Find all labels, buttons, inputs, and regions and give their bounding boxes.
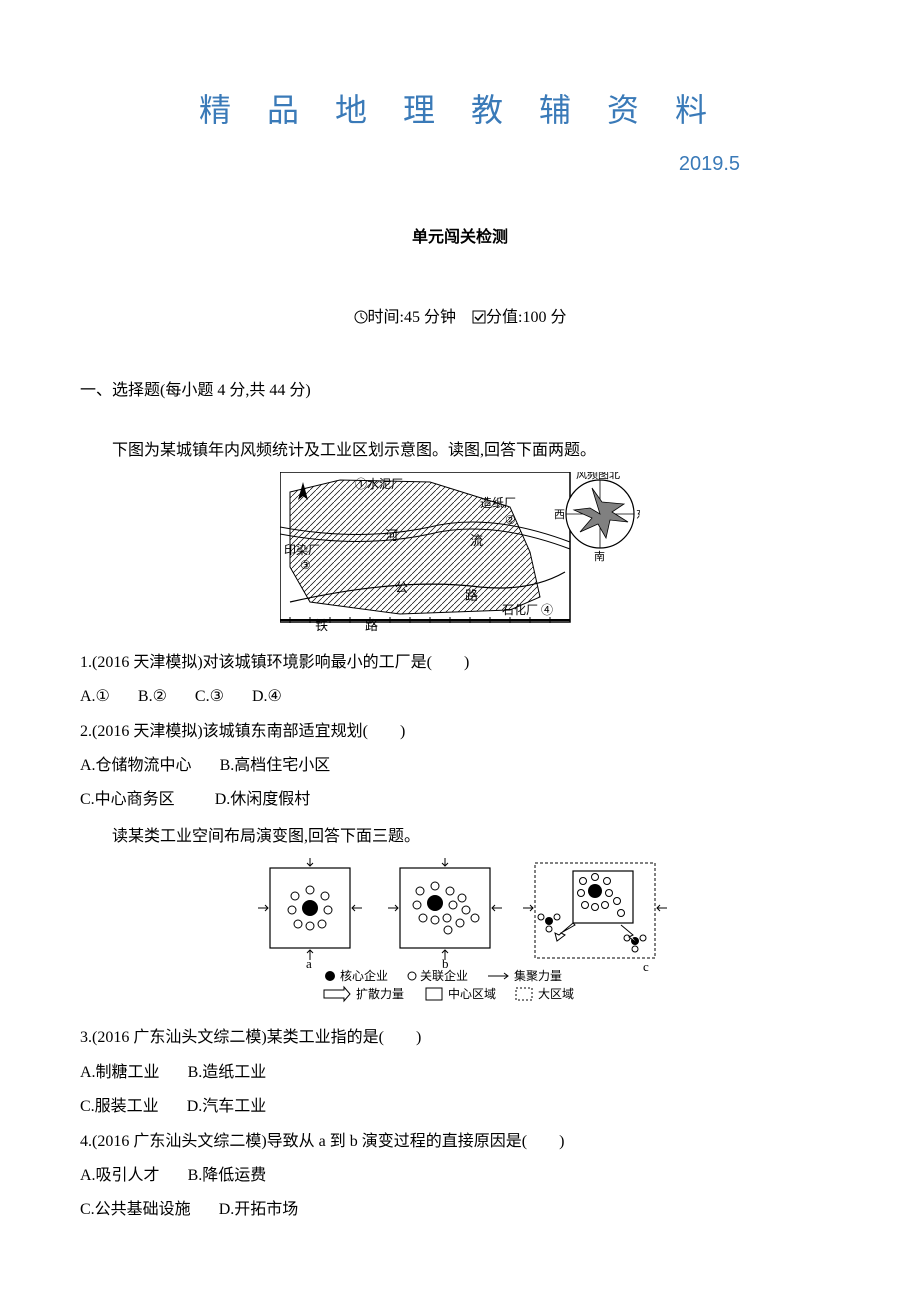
q2-opt-a: A.仓储物流中心 [80, 751, 192, 781]
question-4-options-row2: C.公共基础设施 D.开拓市场 [80, 1195, 840, 1225]
q4-opt-b: B.降低运费 [188, 1161, 267, 1191]
date-label: 2019.5 [80, 145, 740, 183]
timing-row: 时间:45 分钟 分值:100 分 [80, 303, 840, 335]
fig2-leg-core: 核心企业 [340, 968, 388, 983]
fig2-label-a: a [306, 956, 312, 971]
fig2-leg-center: 中心区域 [448, 986, 496, 1001]
question-1: 1.(2016 天津模拟)对该城镇环境影响最小的工厂是( ) [80, 648, 840, 678]
fig2-leg-diff: 扩散力量 [356, 986, 404, 1001]
q3-opt-b: B.造纸工业 [188, 1058, 267, 1088]
clock-icon [354, 305, 368, 335]
fig1-label-1: ①水泥厂 [355, 477, 403, 491]
figure-1: ①水泥厂 造纸厂 ② 印染厂 ③ 石化厂 ④ 河 流 公 路 铁 路 风频图北 … [80, 472, 840, 643]
question-2: 2.(2016 天津模拟)该城镇东南部适宜规划( ) [80, 717, 840, 747]
fig2-leg-big: 大区域 [538, 987, 574, 1001]
fig1-compass-e: 东 [636, 508, 640, 521]
check-icon [472, 305, 486, 335]
fig1-compass-title: 风频图北 [576, 472, 620, 481]
question-4: 4.(2016 广东汕头文综二模)导致从 a 到 b 演变过程的直接原因是( ) [80, 1127, 840, 1157]
fig1-stream: 流 [470, 533, 483, 548]
passage-2: 读某类工业空间布局演变图,回答下面三题。 [80, 822, 840, 852]
fig1-compass-s: 南 [594, 550, 605, 563]
fig1-river: 河 [385, 528, 398, 543]
question-3-options-row2: C.服装工业 D.汽车工业 [80, 1092, 840, 1122]
fig1-road2: 路 [465, 588, 478, 603]
q1-opt-d: D.④ [252, 682, 282, 712]
q4-opt-a: A.吸引人才 [80, 1161, 160, 1191]
q3-opt-a: A.制糖工业 [80, 1058, 160, 1088]
exam-subtitle: 单元闯关检测 [80, 223, 840, 253]
fig1-label-3: 印染厂 [284, 542, 320, 557]
fig1-road1: 公 [395, 580, 408, 595]
q2-opt-b: B.高档住宅小区 [220, 751, 331, 781]
fig1-rail2: 路 [365, 618, 378, 632]
score-label: 分值:100 分 [486, 309, 566, 326]
fig1-label-3n: ③ [300, 558, 311, 572]
question-2-options-row2: C.中心商务区 D.休闲度假村 [80, 785, 840, 815]
question-1-options: A.① B.② C.③ D.④ [80, 682, 840, 712]
q2-opt-d: D.休闲度假村 [215, 785, 311, 815]
q3-opt-c: C.服装工业 [80, 1092, 159, 1122]
q4-opt-d: D.开拓市场 [219, 1195, 299, 1225]
fig1-label-4: 石化厂 ④ [502, 603, 553, 617]
fig2-label-c: c [643, 959, 649, 974]
q1-opt-a: A.① [80, 682, 110, 712]
section-1-heading: 一、选择题(每小题 4 分,共 44 分) [80, 376, 840, 406]
q2-opt-c: C.中心商务区 [80, 785, 175, 815]
question-3-options-row1: A.制糖工业 B.造纸工业 [80, 1058, 840, 1088]
fig1-compass-w: 西 [554, 509, 565, 521]
question-2-options-row1: A.仓储物流中心 B.高档住宅小区 [80, 751, 840, 781]
time-label: 时间:45 分钟 [368, 309, 456, 326]
fig2-leg-rel: 关联企业 [420, 968, 468, 983]
fig1-label-2: 造纸厂 [480, 496, 516, 510]
passage-1: 下图为某城镇年内风频统计及工业区划示意图。读图,回答下面两题。 [80, 436, 840, 466]
fig1-label-2n: ② [505, 513, 516, 527]
question-4-options-row1: A.吸引人才 B.降低运费 [80, 1161, 840, 1191]
fig1-rail1: 铁 [315, 618, 328, 632]
question-3: 3.(2016 广东汕头文综二模)某类工业指的是( ) [80, 1023, 840, 1053]
q1-opt-c: C.③ [195, 682, 224, 712]
figure-2: a b [80, 858, 840, 1019]
q4-opt-c: C.公共基础设施 [80, 1195, 191, 1225]
q1-opt-b: B.② [138, 682, 167, 712]
main-title: 精 品 地 理 教 辅 资 料 [80, 80, 840, 141]
fig2-leg-agg: 集聚力量 [514, 968, 562, 983]
q3-opt-d: D.汽车工业 [187, 1092, 267, 1122]
